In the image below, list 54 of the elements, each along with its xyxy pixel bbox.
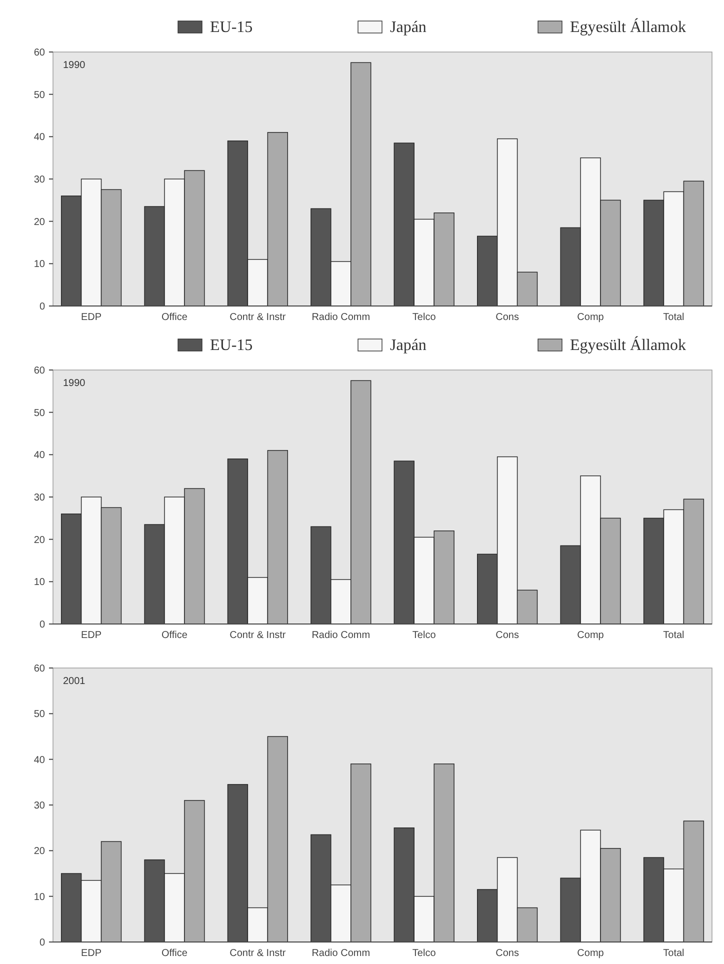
y-tick-label: 50	[34, 90, 46, 101]
y-tick-label: 20	[34, 846, 46, 858]
y-tick-label: 10	[34, 259, 46, 270]
y-tick-label: 10	[34, 577, 46, 588]
x-tick-label: EDP	[80, 948, 102, 959]
text: 1990	[63, 378, 86, 389]
y-tick-label: 0	[39, 620, 46, 630]
x-tick-label: Total	[663, 948, 684, 959]
x-tick-label: Contr & Instr	[230, 948, 286, 959]
legend-label: EU-15	[210, 337, 253, 354]
y-tick-label: 50	[34, 408, 46, 419]
x-tick-label: Comp	[577, 630, 604, 641]
x-tick-label: Contr & Instr	[230, 312, 286, 323]
y-tick-label: 40	[34, 132, 46, 144]
x-tick-label: Telco	[412, 630, 436, 641]
x-tick-label: Telco	[412, 312, 436, 323]
x-tick-label: Office	[162, 948, 188, 959]
x-tick-label: Radio Comm	[312, 630, 370, 641]
y-tick-label: 50	[34, 709, 46, 720]
x-tick-label: EDP	[80, 312, 102, 323]
y-tick-label: 40	[34, 450, 46, 462]
x-tick-label: Total	[663, 312, 684, 323]
y-tick-label: 10	[34, 892, 46, 903]
y-tick-label: 0	[39, 302, 46, 312]
y-tick-label: 0	[39, 938, 46, 948]
y-tick-label: 60	[34, 664, 46, 674]
y-tick-label: 30	[34, 174, 46, 186]
y-tick-label: 60	[34, 366, 46, 376]
y-tick-label: 20	[34, 216, 46, 228]
y-tick-label: 20	[34, 534, 46, 546]
legend-label: Egyesült Államok	[570, 18, 686, 36]
y-tick-label: 30	[34, 492, 46, 504]
x-tick-label: Telco	[412, 948, 436, 959]
x-tick-label: Office	[162, 630, 188, 641]
legend-label: Japán	[390, 337, 426, 354]
x-tick-label: Cons	[496, 630, 519, 641]
x-tick-label: Contr & Instr	[230, 630, 286, 641]
legend-label: Japán	[390, 19, 426, 36]
x-tick-label: Cons	[496, 948, 519, 959]
x-tick-label: Cons	[496, 312, 519, 323]
text: 1990	[63, 60, 86, 71]
x-tick-label: Radio Comm	[312, 312, 370, 323]
x-tick-label: Comp	[577, 312, 604, 323]
y-tick-label: 40	[34, 754, 46, 766]
x-tick-label: Comp	[577, 948, 604, 959]
y-tick-label: 30	[34, 800, 46, 812]
text: 2001	[63, 676, 86, 687]
x-tick-label: Total	[663, 630, 684, 641]
legend-label: Egyesült Államok	[570, 336, 686, 354]
x-tick-label: Office	[162, 312, 188, 323]
x-tick-label: Radio Comm	[312, 948, 370, 959]
legend-label: EU-15	[210, 19, 253, 36]
y-tick-label: 60	[34, 48, 46, 58]
x-tick-label: EDP	[80, 630, 102, 641]
